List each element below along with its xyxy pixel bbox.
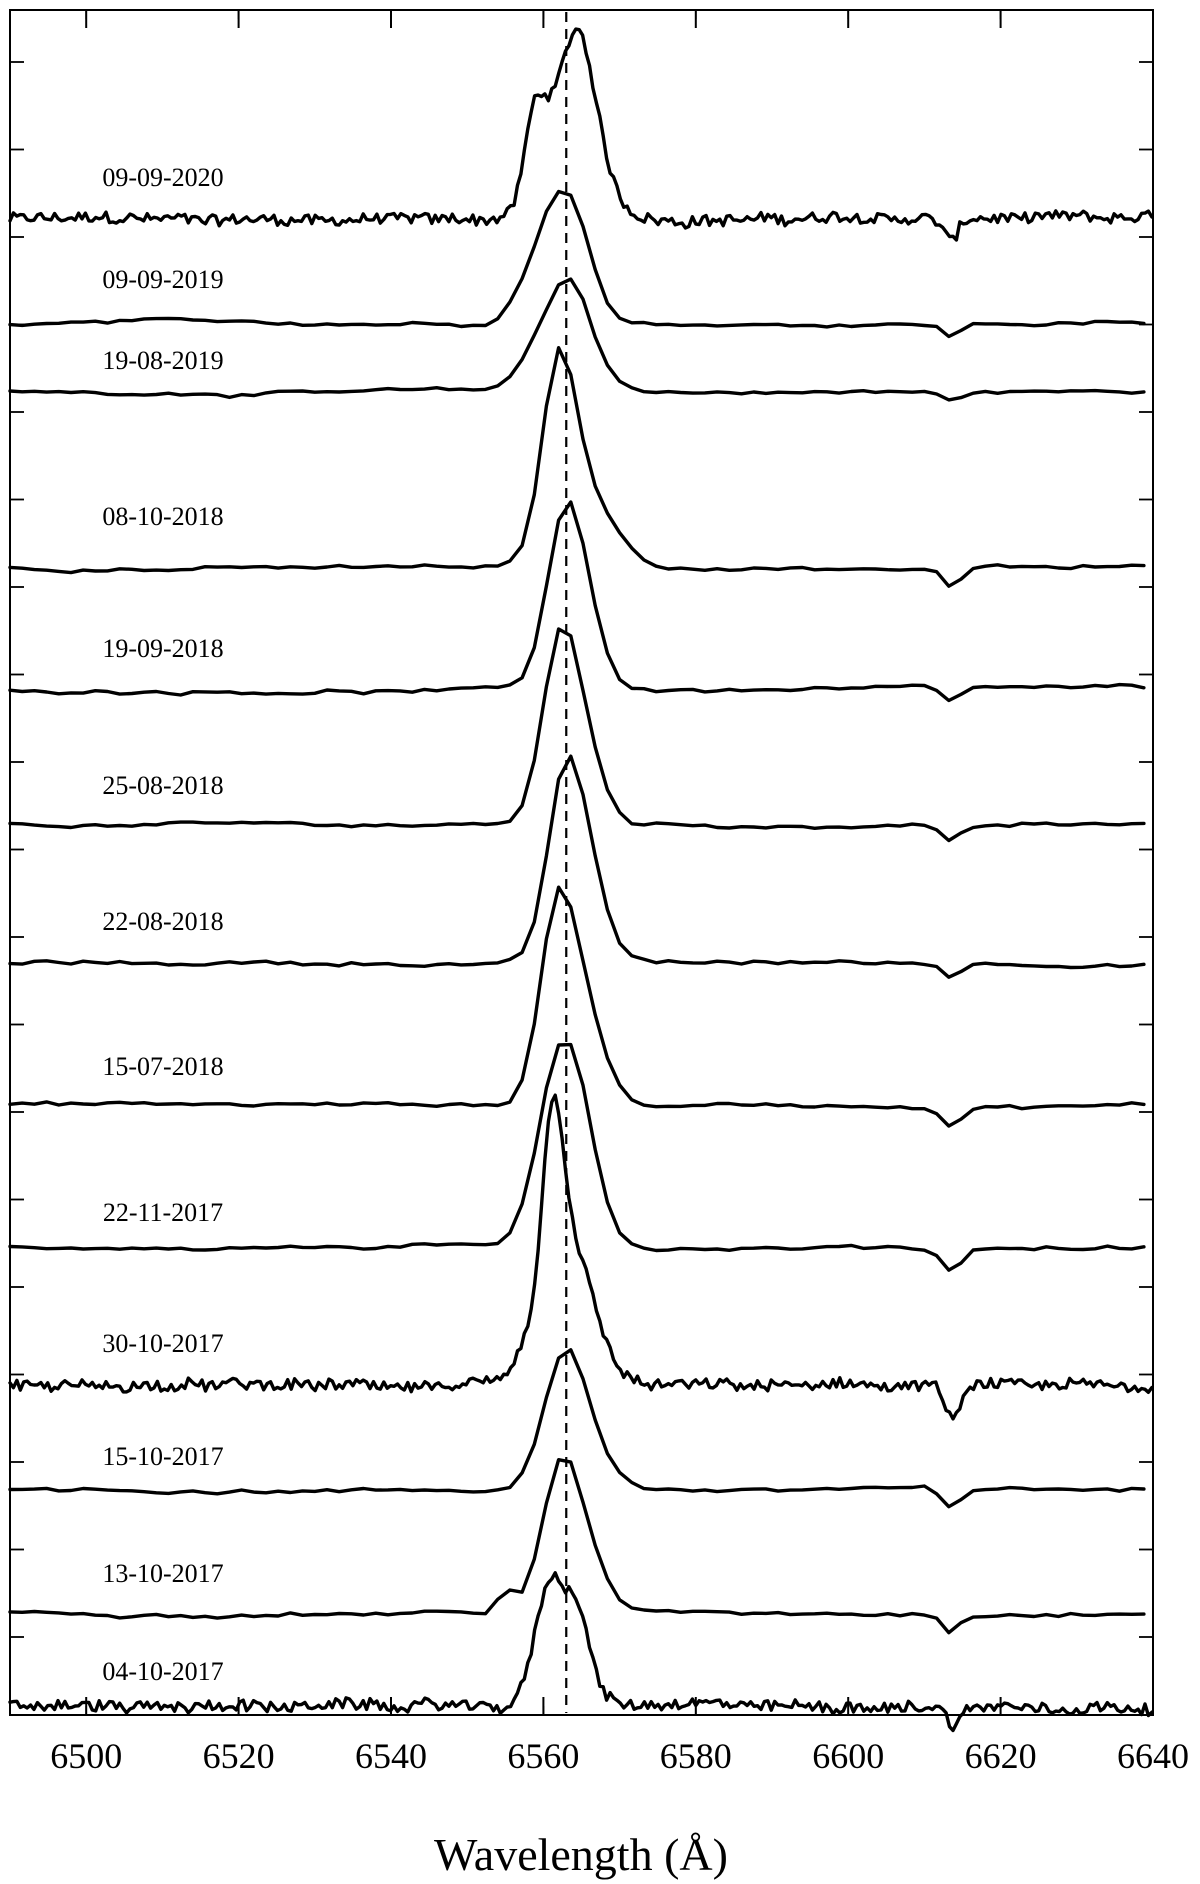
date-labels: 09-09-2020 09-09-2019 19-08-2019 08-10-2018… [102, 163, 223, 1686]
spectrum-line-13-10-2017 [8, 1458, 1146, 1635]
series-label-09-09-2020: 09-09-2020 [102, 163, 223, 192]
x-tick-label-6500: 6500 [50, 1736, 122, 1776]
series-label-15-10-2017: 15-10-2017 [102, 1442, 223, 1471]
x-tick-label-6600: 6600 [812, 1736, 884, 1776]
spectrum-line-19-08-2019 [8, 277, 1146, 402]
x-tick-label-6640: 6640 [1117, 1736, 1189, 1776]
frame-ticks [10, 61, 1153, 1638]
x-tick-label-6620: 6620 [965, 1736, 1037, 1776]
spectrum-line-22-11-2017 [8, 1042, 1146, 1272]
spectrum-line-15-10-2017 [8, 1348, 1146, 1509]
x-tick-label-6560: 6560 [507, 1736, 579, 1776]
x-axis-ticks: 6500 6520 6540 6560 6580 6600 6620 6640 [50, 10, 1189, 1776]
series-label-25-08-2018: 25-08-2018 [102, 771, 223, 800]
plot-frame [9, 9, 1154, 1716]
x-tick-label-6580: 6580 [660, 1736, 732, 1776]
spectrum-line-08-10-2018 [8, 346, 1146, 588]
spectrum-line-25-08-2018 [8, 627, 1146, 843]
series-label-19-08-2019: 19-08-2019 [102, 346, 223, 375]
spectrum-line-30-10-2017 [8, 1093, 1154, 1421]
spectrum-line-22-08-2018 [8, 754, 1146, 979]
series-label-08-10-2018: 08-10-2018 [102, 502, 223, 531]
series-label-30-10-2017: 30-10-2017 [102, 1329, 223, 1358]
series-label-22-08-2018: 22-08-2018 [102, 907, 223, 936]
spectrum-line-09-09-2019 [8, 189, 1146, 339]
series-label-22-11-2017: 22-11-2017 [103, 1198, 223, 1227]
x-tick-label-6540: 6540 [355, 1736, 427, 1776]
series-label-13-10-2017: 13-10-2017 [102, 1559, 223, 1588]
series-label-04-10-2017: 04-10-2017 [102, 1657, 223, 1686]
x-tick-label-6520: 6520 [203, 1736, 275, 1776]
spectrum-line-09-09-2020 [8, 27, 1154, 242]
series-label-09-09-2019: 09-09-2019 [102, 265, 223, 294]
spectrum-line-19-09-2018 [8, 500, 1146, 703]
spectrum-line-04-10-2017 [8, 1571, 1154, 1733]
x-axis-title: Wavelength (Å) [434, 1829, 728, 1880]
series-label-15-07-2018: 15-07-2018 [102, 1052, 223, 1081]
series-label-19-09-2018: 19-09-2018 [102, 634, 223, 663]
spectrum-line-15-07-2018 [8, 885, 1146, 1128]
spectra-group [8, 27, 1154, 1733]
